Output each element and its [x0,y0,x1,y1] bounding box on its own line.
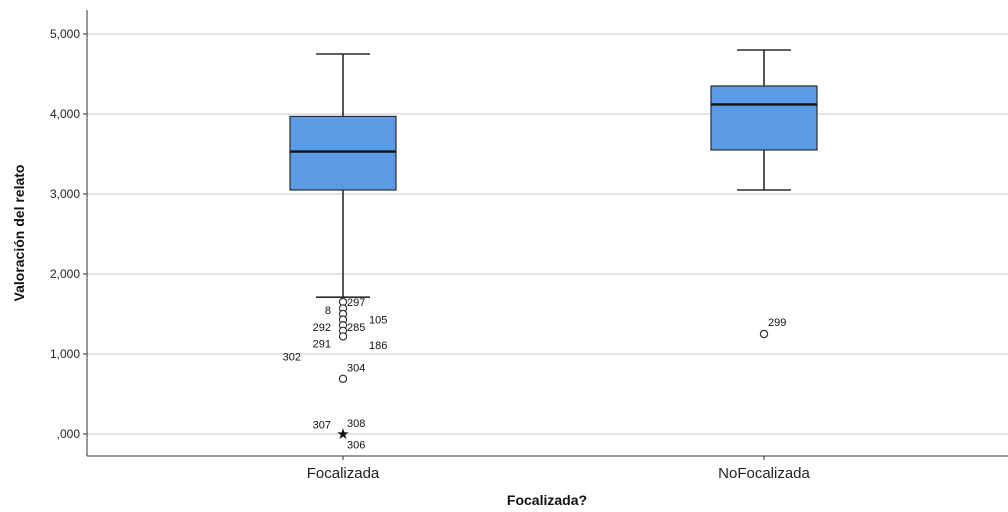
y-tick-label: 3,000 [50,187,80,201]
box-group-nofocalizada: 299 [710,49,818,339]
gridlines [87,33,1008,435]
outlier-point [338,374,348,383]
outlier-label: 105 [369,315,387,327]
outlier-label: 307 [313,419,331,431]
y-tick-labels: ,000 1,000 2,000 3,000 4,000 5,000 [50,27,87,441]
outlier-point [338,332,348,341]
y-tick-label: 4,000 [50,107,80,121]
iqr-box [289,115,397,191]
extreme-outlier-star: ★ [336,425,349,443]
x-axis-title: Focalizada? [507,492,587,508]
outlier-label: 304 [347,363,365,375]
x-tick-labels: Focalizada NoFocalizada [307,456,811,482]
box-group-focalizada: ★ 297 8 105 292 285 291 186 302 304 307 308 306 [283,53,397,451]
y-axis-title: Valoración del relato [11,165,27,302]
y-tick-label: 2,000 [50,267,80,281]
outlier-point [759,329,769,339]
outlier-label: 285 [347,322,365,334]
outlier-label: 308 [347,418,365,430]
outlier-label: 302 [283,351,301,363]
x-tick-label: NoFocalizada [718,465,810,482]
outlier-label: 291 [313,339,331,351]
y-tick-label: 1,000 [50,347,80,361]
outlier-label: 186 [369,340,387,352]
x-tick-label: Focalizada [307,465,380,482]
axes [86,10,1008,457]
outlier-label: 297 [347,297,365,309]
outlier-label: 299 [768,317,786,329]
outlier-label: 8 [325,305,331,317]
y-tick-label: ,000 [57,427,81,441]
outlier-label: 292 [313,322,331,334]
y-tick-label: 5,000 [50,27,80,41]
box-series: ★ 297 8 105 292 285 291 186 302 304 307 308 306 299 [283,49,818,451]
iqr-box [710,85,818,151]
outlier-label: 306 [347,439,365,451]
